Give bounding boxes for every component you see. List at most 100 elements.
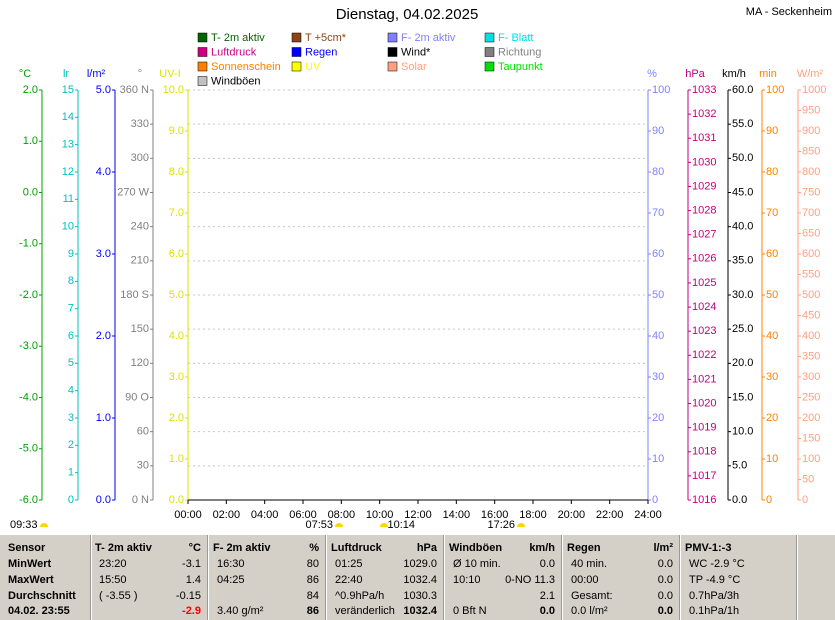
legend-label: Taupunkt bbox=[498, 61, 543, 73]
y-tick-label: 2 bbox=[68, 439, 74, 451]
y-tick-label: 1031 bbox=[692, 132, 716, 144]
y-tick-label: -1.0 bbox=[19, 238, 38, 250]
y-tick-label: 1028 bbox=[692, 204, 716, 216]
y-tick-label: 200 bbox=[802, 412, 820, 424]
separator bbox=[207, 535, 209, 620]
axis-unit: UV-I bbox=[159, 68, 180, 80]
y-tick-label: 1019 bbox=[692, 422, 716, 434]
legend-swatch bbox=[387, 32, 398, 43]
y-tick-label: 25.0 bbox=[732, 323, 753, 335]
table-cell: WC -2.9 °C bbox=[689, 558, 745, 570]
table-cell: MaxWert bbox=[8, 574, 54, 586]
sun-icon bbox=[380, 523, 388, 527]
table-cell: 0 Bft N bbox=[453, 605, 487, 617]
y-tick-label: -2.0 bbox=[19, 289, 38, 301]
legend-swatch bbox=[291, 32, 302, 43]
axis-unit: W/m² bbox=[797, 68, 824, 80]
table-cell: % bbox=[309, 542, 319, 554]
legend-swatch bbox=[197, 61, 208, 72]
y-tick-label: 700 bbox=[802, 207, 820, 219]
y-tick-label: 10 bbox=[766, 453, 778, 465]
legend-label: F- Blatt bbox=[498, 32, 533, 44]
x-tick-label: 14:00 bbox=[443, 509, 471, 521]
y-tick-label: 3.0 bbox=[96, 248, 111, 260]
table-cell: 86 bbox=[306, 605, 319, 617]
separator bbox=[90, 535, 92, 620]
y-tick-label: 7 bbox=[68, 303, 74, 315]
legend-swatch bbox=[484, 32, 495, 43]
y-tick-label: 2.0 bbox=[169, 412, 184, 424]
y-tick-label: 8.0 bbox=[169, 166, 184, 178]
y-tick-label: 80 bbox=[652, 166, 664, 178]
y-tick-label: 1026 bbox=[692, 253, 716, 265]
table-cell: km/h bbox=[529, 542, 555, 554]
table-cell: 1.4 bbox=[185, 574, 201, 586]
y-tick-label: 100 bbox=[766, 84, 784, 96]
table-cell: °C bbox=[188, 542, 201, 554]
table-cell: hPa bbox=[416, 542, 437, 554]
y-tick-label: 4.0 bbox=[96, 166, 111, 178]
legend-label: T- 2m aktiv bbox=[211, 32, 265, 44]
table-cell: 80 bbox=[306, 558, 319, 570]
table-cell: -3.1 bbox=[182, 558, 201, 570]
legend-label: UV bbox=[305, 61, 321, 73]
table-cell: 2.1 bbox=[539, 590, 555, 602]
separator bbox=[796, 535, 798, 620]
y-tick-label: 150 bbox=[131, 323, 149, 335]
y-tick-label: 1.0 bbox=[96, 412, 111, 424]
y-tick-label: 30.0 bbox=[732, 289, 753, 301]
y-tick-label: 4 bbox=[68, 385, 74, 397]
y-tick-label: 50 bbox=[652, 289, 664, 301]
y-tick-label: 1027 bbox=[692, 229, 716, 241]
separator bbox=[325, 535, 327, 620]
y-tick-label: 3.0 bbox=[169, 371, 184, 383]
y-tick-label: 12 bbox=[62, 166, 74, 178]
legend-swatch bbox=[197, 47, 208, 57]
y-tick-label: 1.0 bbox=[23, 135, 38, 147]
summary-panel: Sensor MinWert MaxWert Durchschnitt 04.02. 2… bbox=[0, 535, 835, 620]
y-tick-label: 2.0 bbox=[23, 84, 38, 96]
x-tick-label: 10:00 bbox=[366, 509, 394, 521]
y-tick-label: -4.0 bbox=[19, 391, 38, 403]
y-tick-label: 8 bbox=[68, 275, 74, 287]
y-tick-label: 90 bbox=[652, 125, 664, 137]
table-cell: 04:25 bbox=[217, 574, 245, 586]
y-tick-label: 15.0 bbox=[732, 391, 753, 403]
table-cell: 84 bbox=[306, 590, 319, 602]
separator bbox=[561, 535, 563, 620]
y-tick-label: 0.0 bbox=[96, 494, 111, 506]
legend-label: Sonnenschein bbox=[211, 61, 281, 73]
table-cell: l/m² bbox=[653, 542, 673, 554]
table-cell: 15:50 bbox=[99, 574, 127, 586]
table-cell: Regen bbox=[567, 542, 601, 554]
table-cell: 16:30 bbox=[217, 558, 245, 570]
legend-swatch bbox=[484, 47, 495, 57]
table-cell: -2.9 bbox=[182, 605, 201, 617]
table-cell: 0.0 bbox=[539, 605, 555, 617]
legend-swatch bbox=[387, 47, 398, 57]
y-tick-label: 5.0 bbox=[732, 460, 747, 472]
y-tick-label: 5.0 bbox=[169, 289, 184, 301]
y-tick-label: 2.0 bbox=[96, 330, 111, 342]
y-tick-label: 3 bbox=[68, 412, 74, 424]
y-tick-label: 55.0 bbox=[732, 118, 753, 130]
table-cell: PMV-1:-3 bbox=[685, 542, 732, 554]
y-tick-label: -6.0 bbox=[19, 494, 38, 506]
axis-unit: % bbox=[647, 68, 657, 80]
table-cell: 0-NO 11.3 bbox=[505, 574, 555, 586]
y-tick-label: 13 bbox=[62, 139, 74, 151]
legend-label: Windböen bbox=[211, 75, 261, 87]
y-tick-label: 1024 bbox=[692, 301, 716, 313]
sun-icon bbox=[335, 523, 343, 527]
table-cell: ( -3.55 ) bbox=[99, 590, 138, 602]
x-tick-label: 18:00 bbox=[519, 509, 547, 521]
sun-icon bbox=[40, 523, 48, 527]
y-tick-label: 30 bbox=[766, 371, 778, 383]
table-cell: Sensor bbox=[8, 542, 46, 554]
y-tick-label: 10.0 bbox=[163, 84, 184, 96]
y-tick-label: 850 bbox=[802, 145, 820, 157]
table-cell: 1030.3 bbox=[403, 590, 437, 602]
y-tick-label: 550 bbox=[802, 268, 820, 280]
y-tick-label: 210 bbox=[131, 255, 149, 267]
y-tick-label: 4.0 bbox=[169, 330, 184, 342]
